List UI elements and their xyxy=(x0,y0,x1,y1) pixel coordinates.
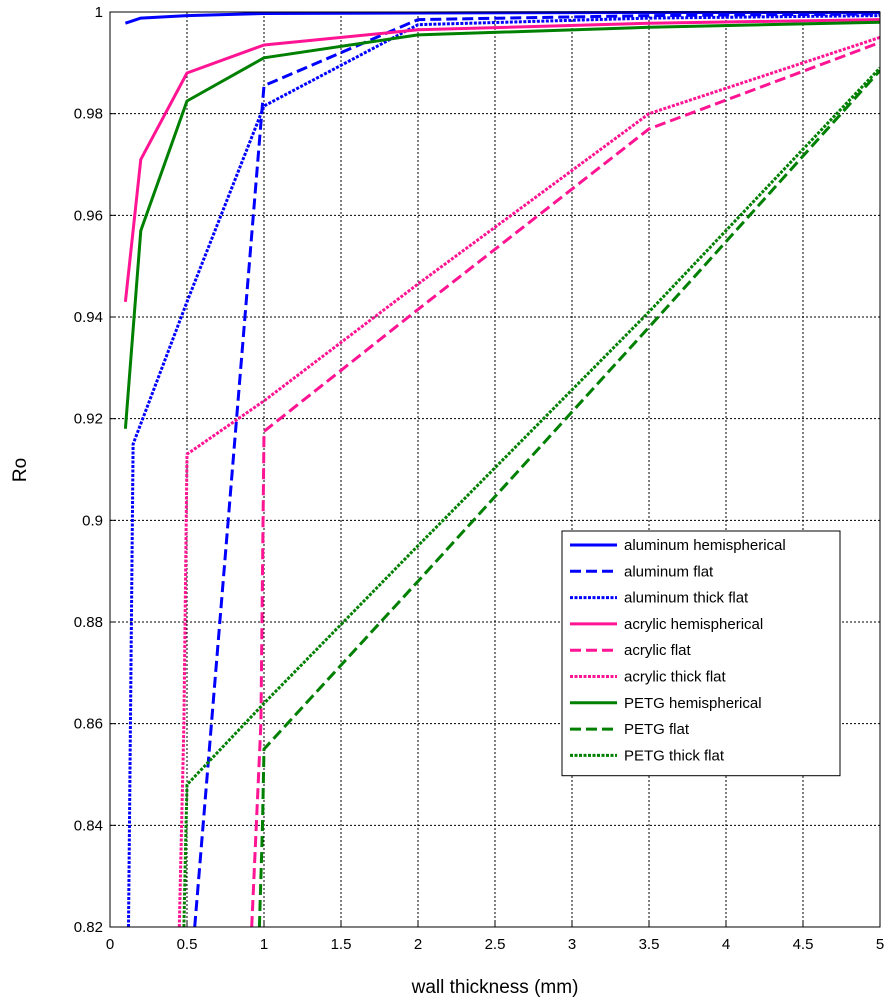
x-axis-label: wall thickness (mm) xyxy=(411,977,579,998)
legend-label: aluminum thick flat xyxy=(624,590,749,607)
series-group xyxy=(123,11,880,927)
legend-label: aluminum hemispherical xyxy=(624,537,786,554)
y-tick-label: 0.96 xyxy=(74,207,103,224)
legend-label: PETG thick flat xyxy=(624,747,725,764)
x-tick-label: 3.5 xyxy=(639,936,660,953)
x-tick-label: 2 xyxy=(414,936,422,953)
legend-label: aluminum flat xyxy=(624,563,714,580)
series-line-aluminum-flat xyxy=(193,12,880,927)
x-tick-label: 2.5 xyxy=(485,936,506,953)
x-tick-label: 0.5 xyxy=(177,936,198,953)
y-tick-label: 0.88 xyxy=(74,614,103,631)
y-tick-label: 0.92 xyxy=(74,411,103,428)
x-tick-label: 4.5 xyxy=(793,936,814,953)
series-line-aluminum-thick-flat xyxy=(127,14,880,927)
x-tick-label: 5 xyxy=(876,936,884,953)
y-axis-label: Ro xyxy=(10,458,31,482)
y-tick-label: 0.86 xyxy=(74,716,103,733)
y-tick-label: 0.84 xyxy=(74,817,103,834)
x-tick-label: 3 xyxy=(568,936,576,953)
legend-label: acrylic flat xyxy=(624,642,692,659)
legend: aluminum hemispherical aluminum flat alumi… xyxy=(561,530,841,777)
legend-label: PETG hemispherical xyxy=(624,695,762,712)
series-line-petg-flat xyxy=(257,69,880,927)
x-tick-label: 4 xyxy=(722,936,730,953)
y-tick-label: 0.9 xyxy=(82,512,103,529)
series-line-acrylic-thick-flat xyxy=(177,35,880,927)
axis-ticks: 0 0.5 1 1.5 2 2.5 3 3.5 4 4.5 5 0.82 0.84 0.86 0.88 0.9… xyxy=(74,4,884,953)
series-line-petg-hemispherical xyxy=(123,20,880,429)
y-tick-label: 0.98 xyxy=(74,106,103,123)
series-line-acrylic-flat xyxy=(250,41,880,927)
x-tick-label: 0 xyxy=(106,936,114,953)
y-tick-label: 0.82 xyxy=(74,919,103,936)
y-tick-label: 0.94 xyxy=(74,309,103,326)
legend-label: acrylic hemispherical xyxy=(624,616,763,633)
series-line-petg-thick-flat xyxy=(182,66,880,927)
x-tick-label: 1 xyxy=(260,936,268,953)
x-tick-label: 1.5 xyxy=(331,936,352,953)
series-line-acrylic-hemispherical xyxy=(123,18,880,302)
y-tick-label: 1 xyxy=(95,4,103,21)
legend-label: PETG flat xyxy=(624,721,690,738)
legend-label: acrylic thick flat xyxy=(624,669,727,686)
